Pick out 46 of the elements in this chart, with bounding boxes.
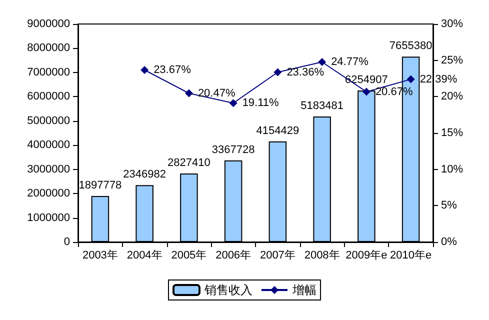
data-label: 24.77%	[331, 56, 369, 68]
x-tick-label: 2009年e	[346, 250, 388, 262]
data-label: 5183481	[300, 100, 344, 112]
y-tick-label: 2000000	[27, 188, 70, 200]
point	[362, 88, 370, 96]
y2-tick-label: 15%	[441, 127, 464, 139]
data-label: 3367728	[212, 144, 255, 156]
y2-tick-label: 20%	[441, 90, 464, 103]
data-label: 23.36%	[286, 66, 324, 78]
x-tick-label: 2007年	[260, 250, 296, 262]
y-tick-label: 3000000	[27, 163, 70, 176]
x-tick-label: 2008年	[304, 250, 340, 262]
y-tick-label: 6000000	[27, 90, 70, 103]
y-tick-label: 1000000	[27, 212, 70, 224]
point	[140, 66, 149, 74]
data-label: 7655380	[389, 40, 432, 52]
x-tick-label: 2006年	[216, 250, 252, 262]
y2-tick-label: 10%	[441, 163, 464, 176]
point	[229, 99, 238, 108]
y2-tick-label: 5%	[441, 200, 458, 212]
y2-tick-label: 25%	[441, 54, 464, 66]
x-tick-label: 2005年	[171, 250, 207, 262]
y2-tick-label: 30%	[441, 18, 464, 30]
y-tick-label: 5000000	[27, 114, 70, 127]
y-tick-label: 4000000	[27, 139, 70, 152]
y2-tick-label: 0%	[441, 236, 458, 248]
data-label: 2346982	[123, 168, 166, 181]
data-label: 20.47%	[198, 87, 236, 100]
x-tick-label: 2004年	[126, 250, 162, 262]
legend-label: 销售收入	[204, 283, 252, 297]
legend-label: 增幅	[292, 283, 316, 297]
data-label: 2827410	[168, 157, 210, 170]
point	[184, 89, 193, 98]
y-tick-label: 9000000	[27, 18, 70, 30]
point	[274, 68, 282, 76]
y-tick-label: 0	[64, 236, 70, 248]
data-label: 4154429	[256, 124, 300, 137]
point	[406, 75, 415, 84]
x-tick-label: 2003年	[82, 250, 118, 262]
data-label: 19.11%	[242, 97, 280, 110]
y-tick-label: 8000000	[27, 42, 70, 54]
x-tick-label: 2010年e	[390, 250, 432, 262]
point	[318, 58, 326, 66]
data-label: 1897778	[78, 180, 122, 192]
y-tick-label: 7000000	[27, 66, 70, 78]
data-label: 23.67%	[154, 64, 192, 76]
